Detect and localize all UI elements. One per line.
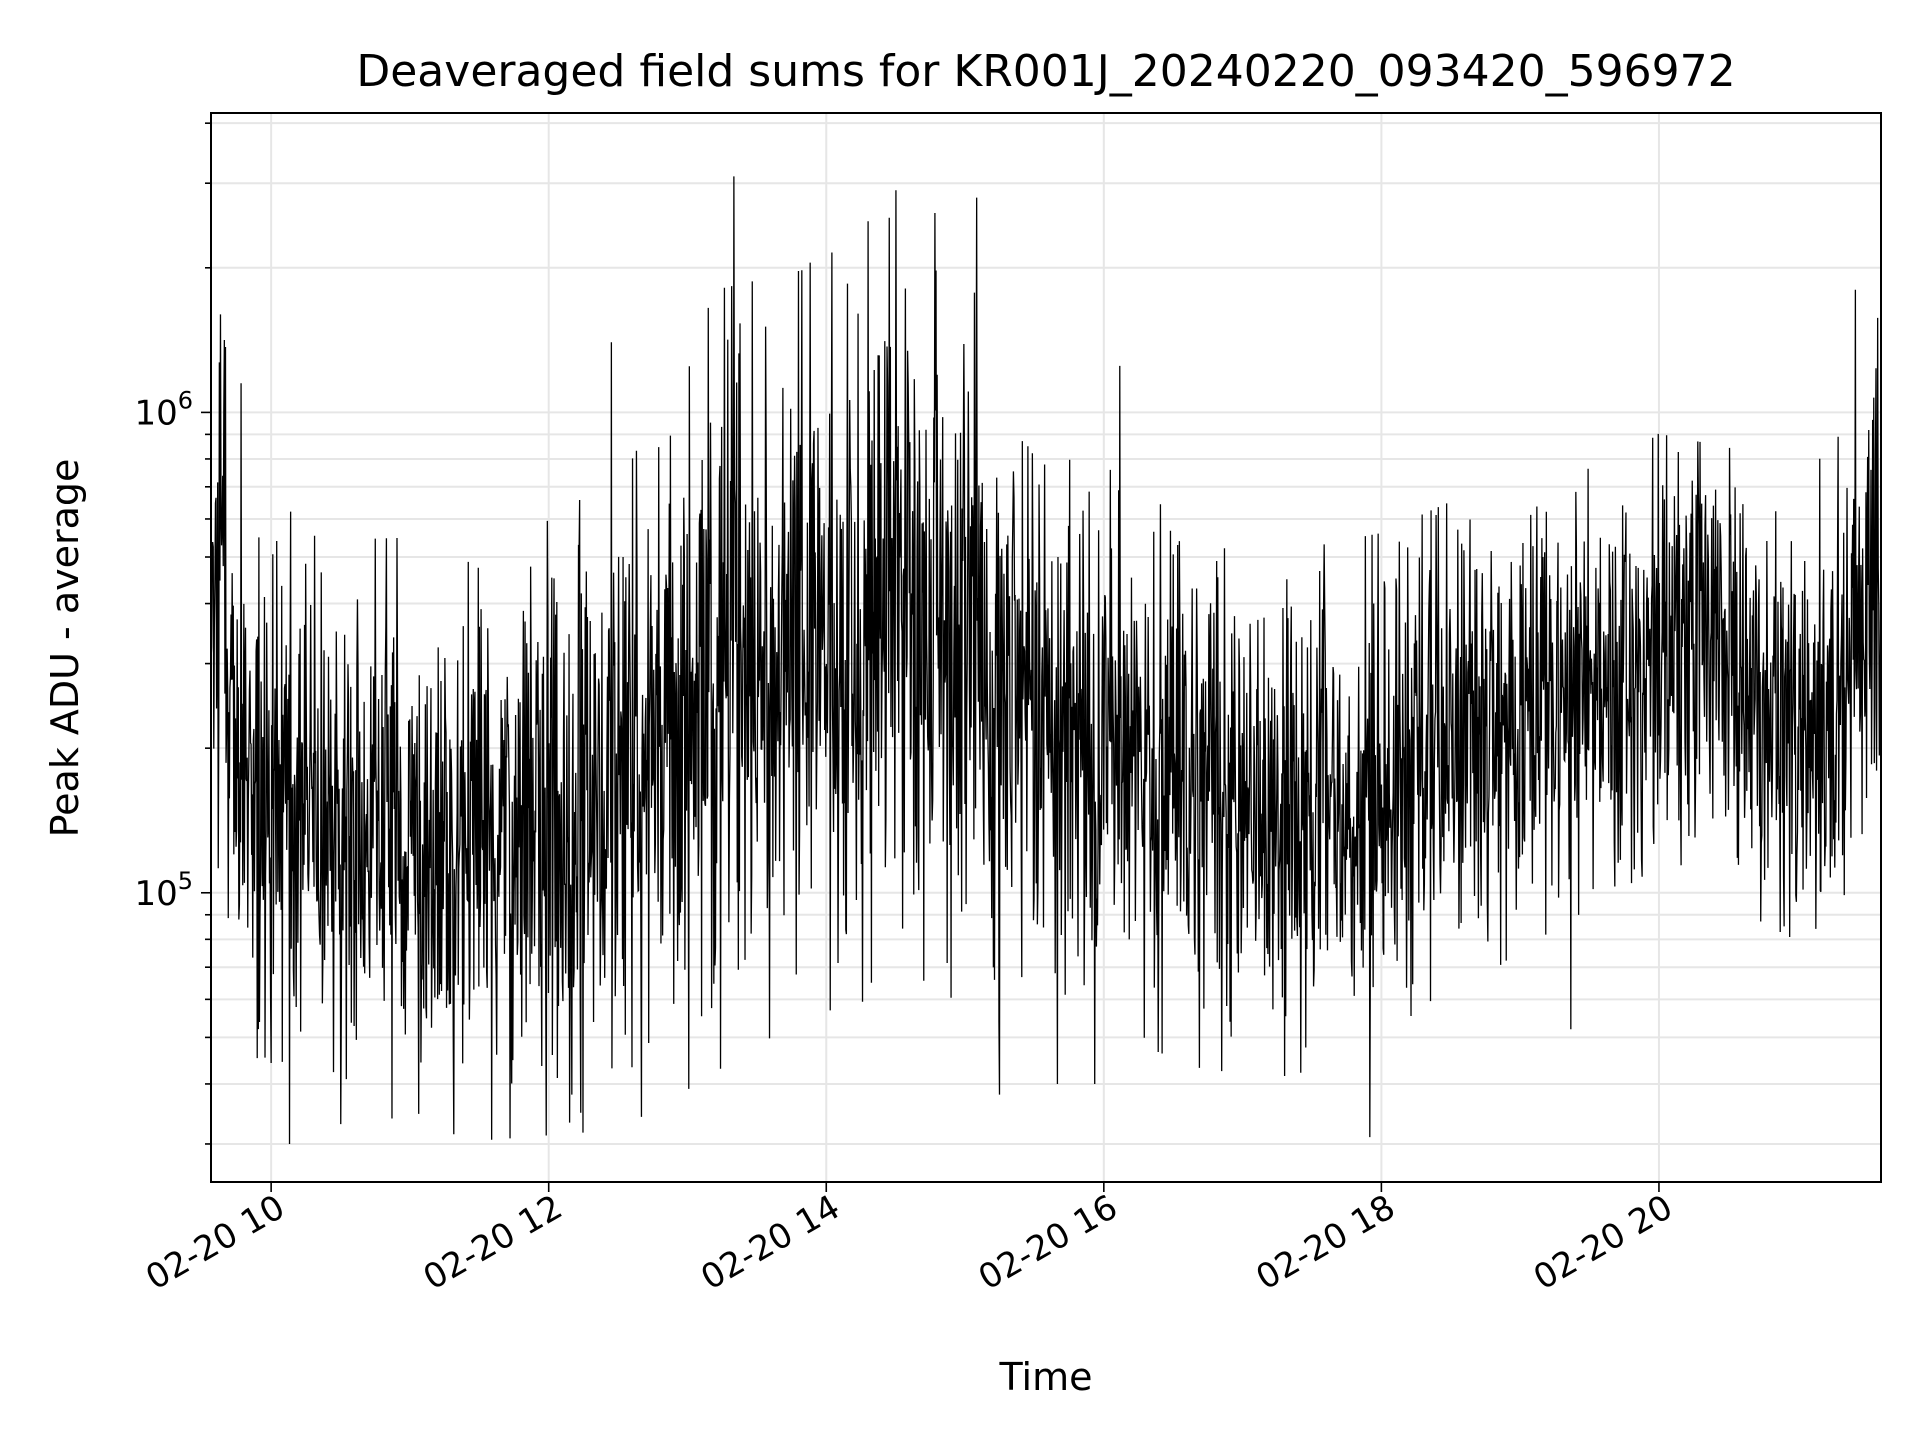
x-axis-label: Time [999,1355,1093,1399]
series-line [210,176,1882,1144]
data-line [210,176,1882,1144]
y-axis: 105 106 [134,122,211,1145]
y-tick-label: 105 [134,867,193,914]
y-axis-label: Peak ADU - average [43,459,87,838]
chart-title: Deaveraged field sums for KR001J_2024022… [356,46,1735,97]
plot-frame [210,112,1882,1183]
y-tick-label: 106 [134,386,193,433]
